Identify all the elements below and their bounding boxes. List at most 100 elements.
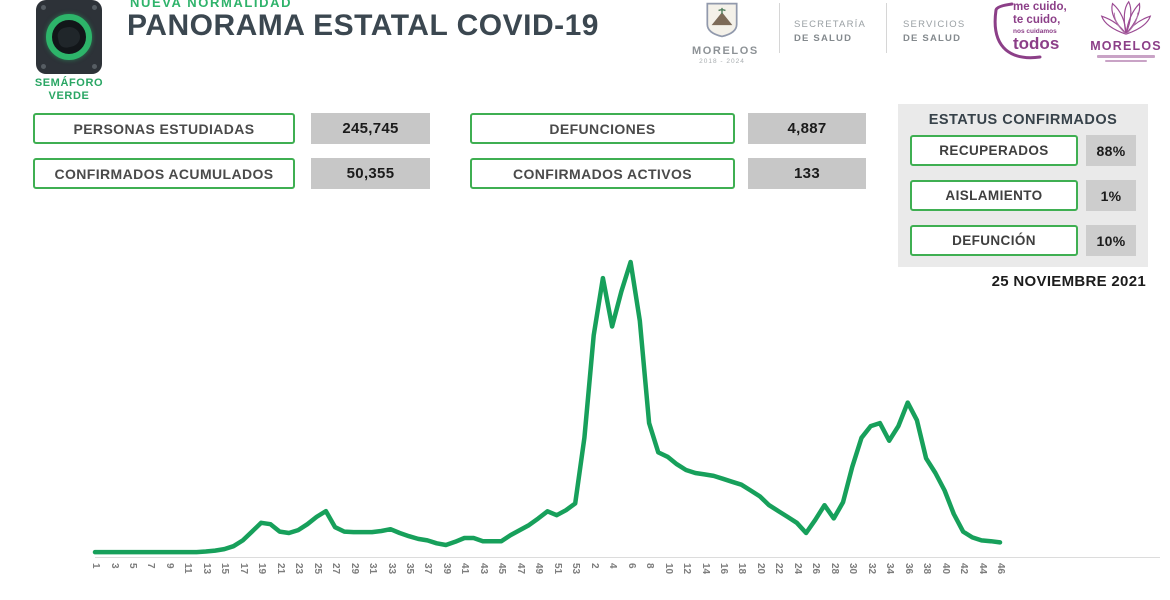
secretaria-line2: DE SALUD bbox=[794, 33, 853, 44]
stat-value-confirmados-activos: 133 bbox=[748, 158, 866, 189]
stat-value-personas-estudiadas: 245,745 bbox=[311, 113, 430, 144]
servicios-line2: DE SALUD bbox=[903, 33, 962, 44]
screw-icon bbox=[41, 5, 46, 10]
stat-label-confirmados-activos: CONFIRMADOS ACTIVOS bbox=[470, 158, 735, 189]
escudo-morelos-logo: MORELOS 2018 - 2024 bbox=[692, 1, 759, 65]
brand-tagline-bar bbox=[1105, 59, 1147, 62]
status-value-defuncion: 10% bbox=[1086, 225, 1136, 256]
cuido-line3: nos cuidamos bbox=[1013, 28, 1057, 35]
morelos-brand-logo: MORELOS bbox=[1086, 0, 1166, 62]
x-tick-label: 34 bbox=[884, 563, 896, 575]
x-tick-label: 15 bbox=[219, 563, 231, 575]
x-tick-label: 47 bbox=[514, 563, 526, 575]
x-tick-label: 8 bbox=[644, 563, 656, 569]
escudo-caption: MORELOS bbox=[692, 45, 759, 57]
servicios-salud-logo: SERVICIOS DE SALUD bbox=[903, 19, 965, 44]
cuido-line2: te cuido, bbox=[1013, 14, 1061, 26]
divider bbox=[779, 3, 780, 53]
green-light-icon bbox=[46, 14, 92, 60]
x-tick-label: 13 bbox=[200, 563, 212, 575]
x-tick-label: 28 bbox=[828, 563, 840, 575]
stat-label-confirmados-acumulados: CONFIRMADOS ACUMULADOS bbox=[33, 158, 295, 189]
x-tick-label: 44 bbox=[976, 563, 988, 575]
x-tick-label: 1 bbox=[90, 563, 101, 569]
screw-icon bbox=[92, 64, 97, 69]
status-label-aislamiento: AISLAMIENTO bbox=[910, 180, 1078, 211]
panel-title: ESTATUS CONFIRMADOS bbox=[928, 112, 1118, 128]
x-tick-label: 46 bbox=[995, 563, 1006, 575]
x-tick-label: 9 bbox=[163, 563, 175, 569]
semaforo-caption: SEMÁFORO VERDE bbox=[14, 77, 124, 103]
x-tick-label: 30 bbox=[847, 563, 859, 575]
x-tick-label: 40 bbox=[939, 563, 951, 575]
semaforo-line2: VERDE bbox=[48, 90, 90, 102]
cuido-line4: todos bbox=[1013, 34, 1060, 53]
cuido-line1: me cuido, bbox=[1013, 1, 1067, 13]
x-tick-label: 5 bbox=[126, 563, 138, 569]
x-tick-label: 39 bbox=[440, 563, 452, 575]
x-tick-label: 3 bbox=[108, 563, 120, 569]
morelos-flower-icon bbox=[1100, 0, 1152, 35]
x-tick-label: 11 bbox=[182, 563, 194, 574]
secretaria-salud-logo: SECRETARÍA DE SALUD bbox=[794, 19, 866, 44]
stat-value-confirmados-acumulados: 50,355 bbox=[311, 158, 430, 189]
x-tick-label: 26 bbox=[810, 563, 822, 575]
stat-label-personas-estudiadas: PERSONAS ESTUDIADAS bbox=[33, 113, 295, 144]
x-tick-label: 38 bbox=[921, 563, 933, 575]
x-tick-label: 27 bbox=[330, 563, 342, 575]
escudo-morelos-icon bbox=[706, 2, 738, 38]
page-title: PANORAMA ESTATAL COVID-19 bbox=[127, 9, 599, 42]
x-tick-label: 17 bbox=[237, 563, 249, 575]
screw-icon bbox=[92, 5, 97, 10]
brand-tagline-bar bbox=[1097, 55, 1155, 58]
cases-line-series bbox=[92, 259, 1003, 555]
semaforo-line1: SEMÁFORO bbox=[34, 77, 104, 89]
x-tick-label: 31 bbox=[367, 563, 378, 575]
x-tick-label: 49 bbox=[533, 563, 545, 575]
stat-label-defunciones: DEFUNCIONES bbox=[470, 113, 735, 144]
x-tick-label: 33 bbox=[385, 563, 397, 575]
x-tick-label: 51 bbox=[551, 563, 563, 575]
screw-icon bbox=[41, 64, 46, 69]
x-tick-label: 24 bbox=[791, 563, 803, 575]
x-tick-label: 20 bbox=[754, 563, 766, 575]
x-tick-label: 2 bbox=[588, 563, 600, 569]
x-tick-label: 4 bbox=[607, 563, 619, 569]
x-tick-label: 29 bbox=[348, 563, 360, 575]
status-label-defuncion: DEFUNCIÓN bbox=[910, 225, 1078, 256]
x-tick-label: 14 bbox=[699, 563, 711, 575]
x-tick-label: 12 bbox=[681, 563, 692, 575]
x-tick-label: 45 bbox=[496, 563, 508, 575]
servicios-line1: SERVICIOS bbox=[903, 19, 966, 30]
x-tick-label: 42 bbox=[958, 563, 970, 575]
semaforo-icon bbox=[36, 0, 102, 74]
escudo-years: 2018 - 2024 bbox=[699, 58, 745, 65]
secretaria-line1: SECRETARÍA bbox=[794, 19, 867, 30]
divider bbox=[886, 3, 887, 53]
x-tick-label: 37 bbox=[422, 563, 434, 575]
cuido-logo: me cuido, te cuido, nos cuidamos todos bbox=[986, 0, 1088, 64]
stat-value-defunciones: 4,887 bbox=[748, 113, 866, 144]
supertitle: NUEVA NORMALIDAD bbox=[130, 0, 293, 10]
report-date: 25 NOVIEMBRE 2021 bbox=[991, 273, 1146, 290]
status-value-aislamiento: 1% bbox=[1086, 180, 1136, 211]
brand-name: MORELOS bbox=[1090, 39, 1162, 53]
x-tick-label: 16 bbox=[718, 563, 729, 575]
x-tick-label: 18 bbox=[736, 563, 748, 575]
x-tick-label: 7 bbox=[145, 563, 157, 569]
x-tick-label: 23 bbox=[293, 563, 305, 575]
x-tick-label: 19 bbox=[256, 563, 268, 575]
x-tick-label: 6 bbox=[625, 563, 637, 569]
cuido-shield-icon bbox=[993, 2, 1042, 60]
x-tick-label: 53 bbox=[570, 563, 582, 575]
morelos-map-silhouette-icon bbox=[56, 24, 82, 50]
x-tick-label: 36 bbox=[902, 563, 914, 575]
x-tick-label: 25 bbox=[311, 563, 323, 575]
status-label-recuperados: RECUPERADOS bbox=[910, 135, 1078, 166]
x-tick-label: 32 bbox=[865, 563, 877, 575]
x-tick-label: 43 bbox=[477, 563, 489, 575]
x-tick-label: 35 bbox=[404, 563, 415, 575]
status-value-recuperados: 88% bbox=[1086, 135, 1136, 166]
